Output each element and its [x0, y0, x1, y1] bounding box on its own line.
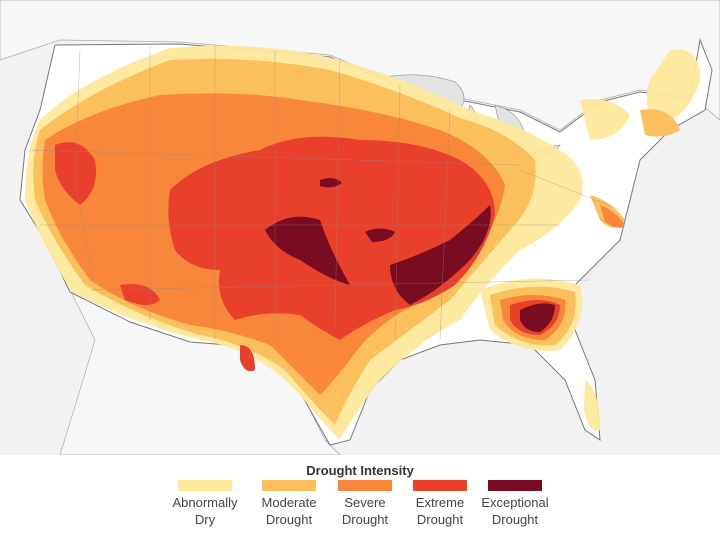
legend-swatch-exceptional: [488, 480, 542, 491]
drought-exceptional: [265, 178, 555, 332]
legend-swatch-abnormally-dry: [178, 480, 232, 491]
legend: Drought Intensity Abnormally Dry Moderat…: [0, 455, 720, 533]
legend-label-abnormally-dry: Abnormally Dry: [172, 495, 238, 527]
legend-label-moderate: Moderate Drought: [261, 495, 317, 527]
legend-item-severe: Severe Drought: [322, 480, 408, 528]
legend-item-extreme: Extreme Drought: [397, 480, 483, 528]
legend-item-moderate: Moderate Drought: [246, 480, 332, 528]
state-borders: [29, 45, 621, 341]
legend-label-extreme: Extreme Drought: [415, 495, 465, 527]
legend-swatch-severe: [338, 480, 392, 491]
map-svg: [0, 0, 720, 455]
legend-title: Drought Intensity: [306, 463, 414, 478]
legend-label-exceptional: Exceptional Drought: [481, 495, 549, 527]
legend-item-abnormally-dry: Abnormally Dry: [162, 480, 248, 528]
legend-swatch-moderate: [262, 480, 316, 491]
legend-swatch-extreme: [413, 480, 467, 491]
legend-label-severe: Severe Drought: [341, 495, 389, 527]
legend-item-exceptional: Exceptional Drought: [472, 480, 558, 528]
drought-map: [0, 0, 720, 455]
